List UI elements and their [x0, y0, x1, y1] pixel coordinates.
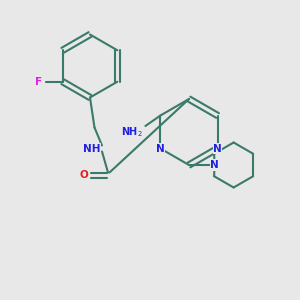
Text: NH: NH: [83, 143, 100, 154]
Text: N: N: [156, 143, 165, 154]
Text: O: O: [80, 170, 88, 181]
Text: NH$_2$: NH$_2$: [121, 125, 143, 139]
Text: F: F: [35, 77, 42, 87]
Text: N: N: [210, 160, 219, 170]
Text: N: N: [213, 143, 222, 154]
